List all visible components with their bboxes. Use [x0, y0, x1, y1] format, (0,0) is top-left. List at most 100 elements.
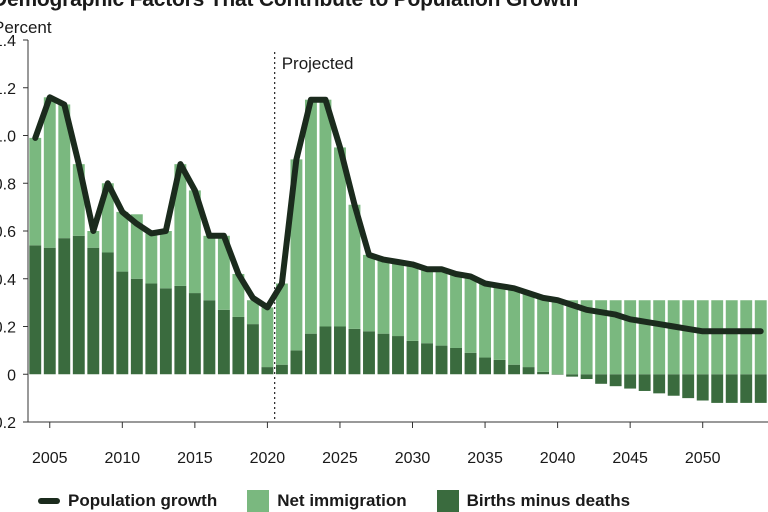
bar-births-minus-deaths — [464, 352, 477, 375]
bar-net-immigration — [275, 283, 288, 365]
bar-net-immigration — [232, 273, 245, 317]
bar-births-minus-deaths — [522, 367, 535, 375]
bar-births-minus-deaths — [638, 374, 651, 391]
bar-births-minus-deaths — [508, 364, 521, 375]
bar-net-immigration — [377, 259, 390, 334]
bar-births-minus-deaths — [493, 359, 506, 375]
chart-title: Demographic Factors That Contribute to P… — [0, 0, 578, 12]
bar-net-immigration — [624, 300, 637, 375]
bar-births-minus-deaths — [58, 238, 71, 375]
bar-net-immigration — [87, 231, 100, 248]
bar-net-immigration — [145, 233, 158, 284]
legend-item-net-immigration: Net immigration — [247, 490, 407, 512]
bar-net-immigration — [58, 104, 71, 239]
bar-net-immigration — [392, 262, 404, 337]
legend-item-population-growth: Population growth — [38, 491, 217, 511]
legend-swatch-box — [247, 490, 270, 512]
bar-net-immigration — [653, 300, 666, 375]
bars-layer — [29, 97, 767, 403]
bar-net-immigration — [522, 293, 535, 368]
x-tick-label: 2045 — [612, 450, 648, 467]
bar-births-minus-deaths — [551, 374, 564, 375]
bar-births-minus-deaths — [159, 288, 172, 375]
bar-net-immigration — [188, 190, 201, 294]
bar-net-immigration — [72, 164, 85, 236]
bar-net-immigration — [450, 273, 462, 348]
bar-births-minus-deaths — [261, 367, 274, 375]
bar-births-minus-deaths — [363, 331, 375, 375]
bar-births-minus-deaths — [711, 374, 724, 403]
bar-net-immigration — [479, 283, 492, 358]
axes-layer: 1.4 1.2 1.0 0.8 0.6 0.4 0.2 0 -0.2 2005 2010 2015 20… — [0, 33, 768, 467]
bar-net-immigration — [754, 300, 767, 375]
bar-net-immigration — [217, 235, 230, 310]
bar-births-minus-deaths — [43, 247, 56, 375]
bar-births-minus-deaths — [754, 374, 767, 403]
bar-net-immigration — [159, 231, 172, 289]
bar-net-immigration — [595, 300, 608, 375]
bar-births-minus-deaths — [145, 283, 158, 375]
bar-net-immigration — [174, 164, 187, 286]
y-tick-label: 0.6 — [0, 224, 16, 241]
bar-births-minus-deaths — [72, 235, 85, 375]
projected-annotation: Projected — [282, 54, 354, 73]
x-tick-label: 2020 — [250, 450, 286, 467]
bar-net-immigration — [116, 211, 129, 272]
bar-net-immigration — [551, 300, 564, 375]
bar-births-minus-deaths — [275, 364, 288, 375]
bar-net-immigration — [29, 137, 42, 246]
bar-net-immigration — [334, 147, 346, 327]
bar-births-minus-deaths — [435, 345, 448, 375]
bar-net-immigration — [406, 264, 419, 341]
bar-net-immigration — [508, 288, 521, 365]
x-tick-label: 2015 — [177, 450, 213, 467]
chart-plot: 1.4 1.2 1.0 0.8 0.6 0.4 0.2 0 -0.2 2005 2010 2015 20… — [0, 33, 768, 467]
bar-births-minus-deaths — [537, 371, 550, 375]
bar-net-immigration — [740, 300, 753, 375]
y-tick-label: 1.0 — [0, 129, 16, 146]
bar-net-immigration — [537, 297, 550, 372]
bar-births-minus-deaths — [290, 350, 303, 375]
x-tick-label: 2005 — [32, 450, 68, 467]
bar-net-immigration — [101, 183, 114, 253]
y-axis-label: Percent — [0, 18, 52, 37]
bar-births-minus-deaths — [740, 374, 753, 403]
bar-births-minus-deaths — [696, 374, 709, 401]
bar-births-minus-deaths — [348, 328, 361, 375]
bar-net-immigration — [261, 307, 274, 368]
bar-net-immigration — [348, 204, 361, 329]
bar-net-immigration — [609, 300, 622, 375]
y-tick-label: 0 — [7, 367, 16, 384]
x-tick-label: 2050 — [685, 450, 721, 467]
bar-births-minus-deaths — [87, 247, 100, 375]
bar-births-minus-deaths — [595, 374, 608, 384]
legend-swatch-line — [38, 498, 60, 504]
bar-net-immigration — [493, 285, 506, 360]
legend-label: Net immigration — [277, 491, 407, 510]
bar-net-immigration — [638, 300, 651, 375]
bar-net-immigration — [711, 300, 724, 375]
legend-swatch-box — [436, 490, 459, 512]
bar-net-immigration — [435, 269, 448, 346]
bar-births-minus-deaths — [116, 271, 129, 375]
population-growth-line — [32, 94, 764, 335]
bar-births-minus-deaths — [609, 374, 622, 387]
x-tick-label: 2035 — [467, 450, 503, 467]
bar-net-immigration — [580, 300, 593, 375]
bar-net-immigration — [421, 269, 433, 344]
bar-births-minus-deaths — [580, 374, 593, 380]
bar-net-immigration — [725, 300, 738, 375]
bar-net-immigration — [667, 300, 680, 375]
bar-births-minus-deaths — [653, 374, 666, 394]
bar-births-minus-deaths — [319, 326, 332, 375]
x-tick-label: 2010 — [105, 450, 141, 467]
y-tick-label: 1.2 — [0, 81, 16, 98]
bar-net-immigration — [363, 254, 375, 332]
bar-births-minus-deaths — [450, 347, 462, 375]
bar-births-minus-deaths — [421, 343, 433, 375]
legend-item-births-minus-deaths: Births minus deaths — [436, 490, 631, 512]
bar-births-minus-deaths — [377, 333, 390, 375]
legend-label: Births minus deaths — [466, 491, 631, 510]
bar-births-minus-deaths — [304, 333, 317, 375]
bar-net-immigration — [246, 300, 259, 325]
